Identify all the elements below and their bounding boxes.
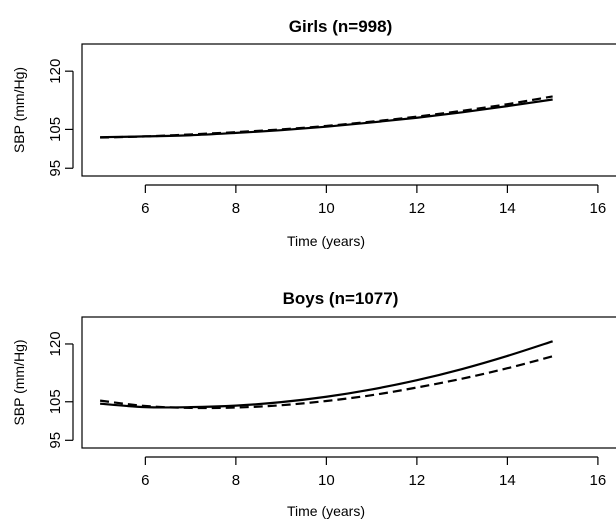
- girls-plot-frame: [81, 43, 616, 177]
- boys-x-axis-label: Time (years): [287, 503, 365, 519]
- girls-y-tick-label-120: 120: [47, 59, 64, 84]
- boys-chart-title: Boys (n=1077): [283, 289, 399, 308]
- girls-x-tick-label-12: 12: [409, 200, 426, 217]
- boys-series-dashed-line: [99, 355, 553, 410]
- girls-y-tick-label-105: 105: [47, 117, 64, 142]
- girls-x-tick-label-10: 10: [318, 200, 335, 217]
- boys-plot-frame: [81, 316, 616, 449]
- girls-y-tick-label-95: 95: [47, 160, 64, 177]
- girls-x-tick-label-16: 16: [590, 200, 607, 217]
- girls-chart-title: Girls (n=998): [289, 17, 392, 36]
- boys-x-tick-label-10: 10: [318, 472, 335, 489]
- girls-panel: Girls (n=998) 6 8 10 12 14 16 Time (years) 95 105…: [11, 17, 616, 249]
- girls-x-tick-label-6: 6: [141, 200, 149, 217]
- boys-x-tick-label-6: 6: [141, 472, 149, 489]
- boys-x-tick-label-8: 8: [232, 472, 240, 489]
- girls-x-tick-label-14: 14: [499, 200, 516, 217]
- boys-x-tick-label-16: 16: [590, 472, 607, 489]
- boys-x-tick-label-14: 14: [499, 472, 516, 489]
- girls-series-dashed-line: [100, 95, 553, 139]
- boys-series-solid-line: [100, 340, 553, 409]
- girls-series-solid-line: [100, 98, 553, 139]
- boys-y-axis-label: SBP (mm/Hg): [11, 339, 27, 425]
- girls-x-tick-label-8: 8: [232, 200, 240, 217]
- boys-y-tick-label-120: 120: [47, 331, 64, 356]
- boys-x-tick-label-12: 12: [409, 472, 426, 489]
- boys-y-tick-label-105: 105: [47, 389, 64, 414]
- boys-panel: Boys (n=1077) 6 8 10 12 14 16 Time (years) 95 105…: [11, 289, 616, 519]
- girls-x-axis-label: Time (years): [287, 233, 365, 249]
- boys-y-tick-label-95: 95: [47, 432, 64, 449]
- girls-y-axis-label: SBP (mm/Hg): [11, 67, 27, 153]
